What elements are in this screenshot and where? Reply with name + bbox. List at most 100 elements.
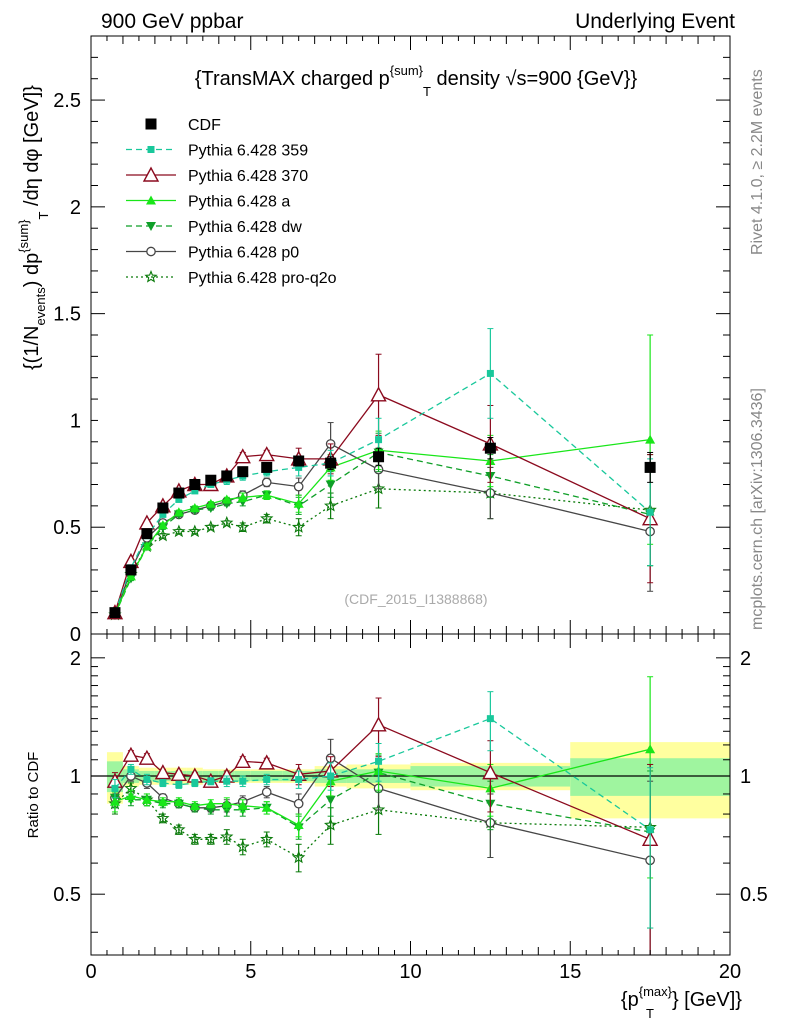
data-point xyxy=(221,470,233,482)
ylabel-sub2: T xyxy=(36,212,51,220)
data-point xyxy=(143,775,151,783)
data-point xyxy=(258,754,275,770)
legend-marker xyxy=(146,195,156,205)
main-y-axis-label: {(1/Nevents) dp{sum} T /dη dφ [GeV]} xyxy=(16,85,51,370)
data-point xyxy=(175,495,183,503)
data-point xyxy=(237,492,248,502)
data-point xyxy=(291,850,306,864)
ratio-y-tick-label-left: 2 xyxy=(70,648,81,670)
legend-label: Pythia 6.428 370 xyxy=(188,168,308,185)
data-point xyxy=(293,481,304,492)
legend-marker xyxy=(145,118,157,130)
data-point xyxy=(239,777,247,785)
data-point xyxy=(293,798,304,809)
data-point xyxy=(188,832,202,845)
data-point xyxy=(157,502,169,514)
data-point xyxy=(138,749,156,765)
legend-label: Pythia 6.428 dw xyxy=(188,219,302,236)
data-point xyxy=(191,487,199,495)
data-point xyxy=(646,508,654,516)
series-line-p370 xyxy=(114,393,651,613)
ylabel-part-a: {(1/N xyxy=(21,326,43,370)
data-point xyxy=(172,822,186,836)
ratio-panel: 0 5 10 15 20 0.5 0.5 1 1 2 2 Ratio to CDF {p{max}… xyxy=(25,633,768,1021)
legend: CDF Pythia 6.428 359 Pythia 6.428 370 Pythi… xyxy=(126,117,337,287)
main-x-ticks xyxy=(90,36,731,634)
data-point xyxy=(157,796,168,806)
legend-marker xyxy=(147,146,155,153)
legend-item-pdw: Pythia 6.428 dw xyxy=(126,219,302,236)
series-p359 xyxy=(111,328,654,617)
ratio-x-ticks: 0 5 10 15 20 xyxy=(85,634,741,983)
series-line-pq2o xyxy=(114,787,651,859)
data-point xyxy=(291,520,306,533)
data-point xyxy=(373,451,385,463)
data-point xyxy=(324,498,338,512)
data-point xyxy=(159,779,167,787)
ratio-y-axis-label: Ratio to CDF xyxy=(25,752,42,839)
data-point xyxy=(205,498,216,508)
ylabel-part-c: /dη dφ [GeV]} xyxy=(21,85,43,212)
legend-item-pq2o: Pythia 6.428 pro-q2o xyxy=(126,269,337,287)
x-tick-label: 0 xyxy=(85,961,96,983)
title-part-b: density xyxy=(431,68,505,90)
legend-item-p0: Pythia 6.428 p0 xyxy=(126,245,299,262)
legend-item-p359: Pythia 6.428 359 xyxy=(126,143,308,160)
data-point xyxy=(371,481,386,495)
data-point xyxy=(188,524,202,538)
data-point xyxy=(109,796,120,806)
data-point xyxy=(645,434,656,444)
main-title: {TransMAX charged p{sum} T density √s=900… xyxy=(195,63,638,99)
legend-item-CDF: CDF xyxy=(145,117,221,134)
legend-label: Pythia 6.428 a xyxy=(188,194,290,211)
data-point xyxy=(293,820,304,830)
x-tick-label: 5 xyxy=(245,961,256,983)
x-tick-label: 15 xyxy=(559,961,581,983)
data-point xyxy=(220,829,234,843)
data-point xyxy=(141,528,153,540)
data-point xyxy=(325,795,336,805)
data-point xyxy=(205,798,216,808)
main-frame xyxy=(90,35,731,635)
data-point xyxy=(261,477,272,488)
data-point xyxy=(325,457,337,469)
xlabel-sup: {max} xyxy=(639,984,673,999)
data-point xyxy=(204,832,218,845)
data-point xyxy=(189,502,200,512)
title-sub: T xyxy=(423,84,431,99)
legend-marker xyxy=(144,269,158,283)
data-point xyxy=(141,541,152,551)
ratio-series xyxy=(106,676,659,956)
data-point xyxy=(154,764,172,780)
data-point xyxy=(221,798,232,808)
data-point xyxy=(324,818,338,831)
data-point xyxy=(261,461,273,473)
xlabel-sub: T xyxy=(646,1006,654,1021)
ratio-y-tick-label-right: 2 xyxy=(740,648,751,670)
title-sqrt: √ xyxy=(505,68,516,90)
legend-label: Pythia 6.428 p0 xyxy=(188,245,299,262)
data-point xyxy=(236,520,250,533)
data-point xyxy=(122,746,140,762)
ratio-y-tick-label-right: 1 xyxy=(740,766,751,788)
data-point xyxy=(223,777,231,785)
data-point xyxy=(486,369,494,377)
header-right: Underlying Event xyxy=(575,10,735,33)
data-point xyxy=(370,716,387,732)
data-point xyxy=(325,480,336,490)
data-point xyxy=(370,386,387,402)
data-point xyxy=(260,832,274,845)
data-point xyxy=(237,466,249,478)
data-point xyxy=(260,511,274,525)
xlabel-part-a: {p xyxy=(621,989,639,1011)
legend-item-p370: Pythia 6.428 370 xyxy=(126,166,308,185)
data-point xyxy=(127,765,135,773)
data-point xyxy=(261,490,272,500)
data-point xyxy=(646,826,654,834)
header-left: 900 GeV ppbar xyxy=(101,10,243,33)
ylabel-sup2: {sum} xyxy=(16,219,31,253)
series-p370 xyxy=(106,697,659,956)
data-point xyxy=(157,520,168,530)
mcplots-label: mcplots.cern.ch [arXiv:1306.3436] xyxy=(749,388,766,630)
analysis-watermark: (CDF_2015_I1388868) xyxy=(344,591,487,607)
